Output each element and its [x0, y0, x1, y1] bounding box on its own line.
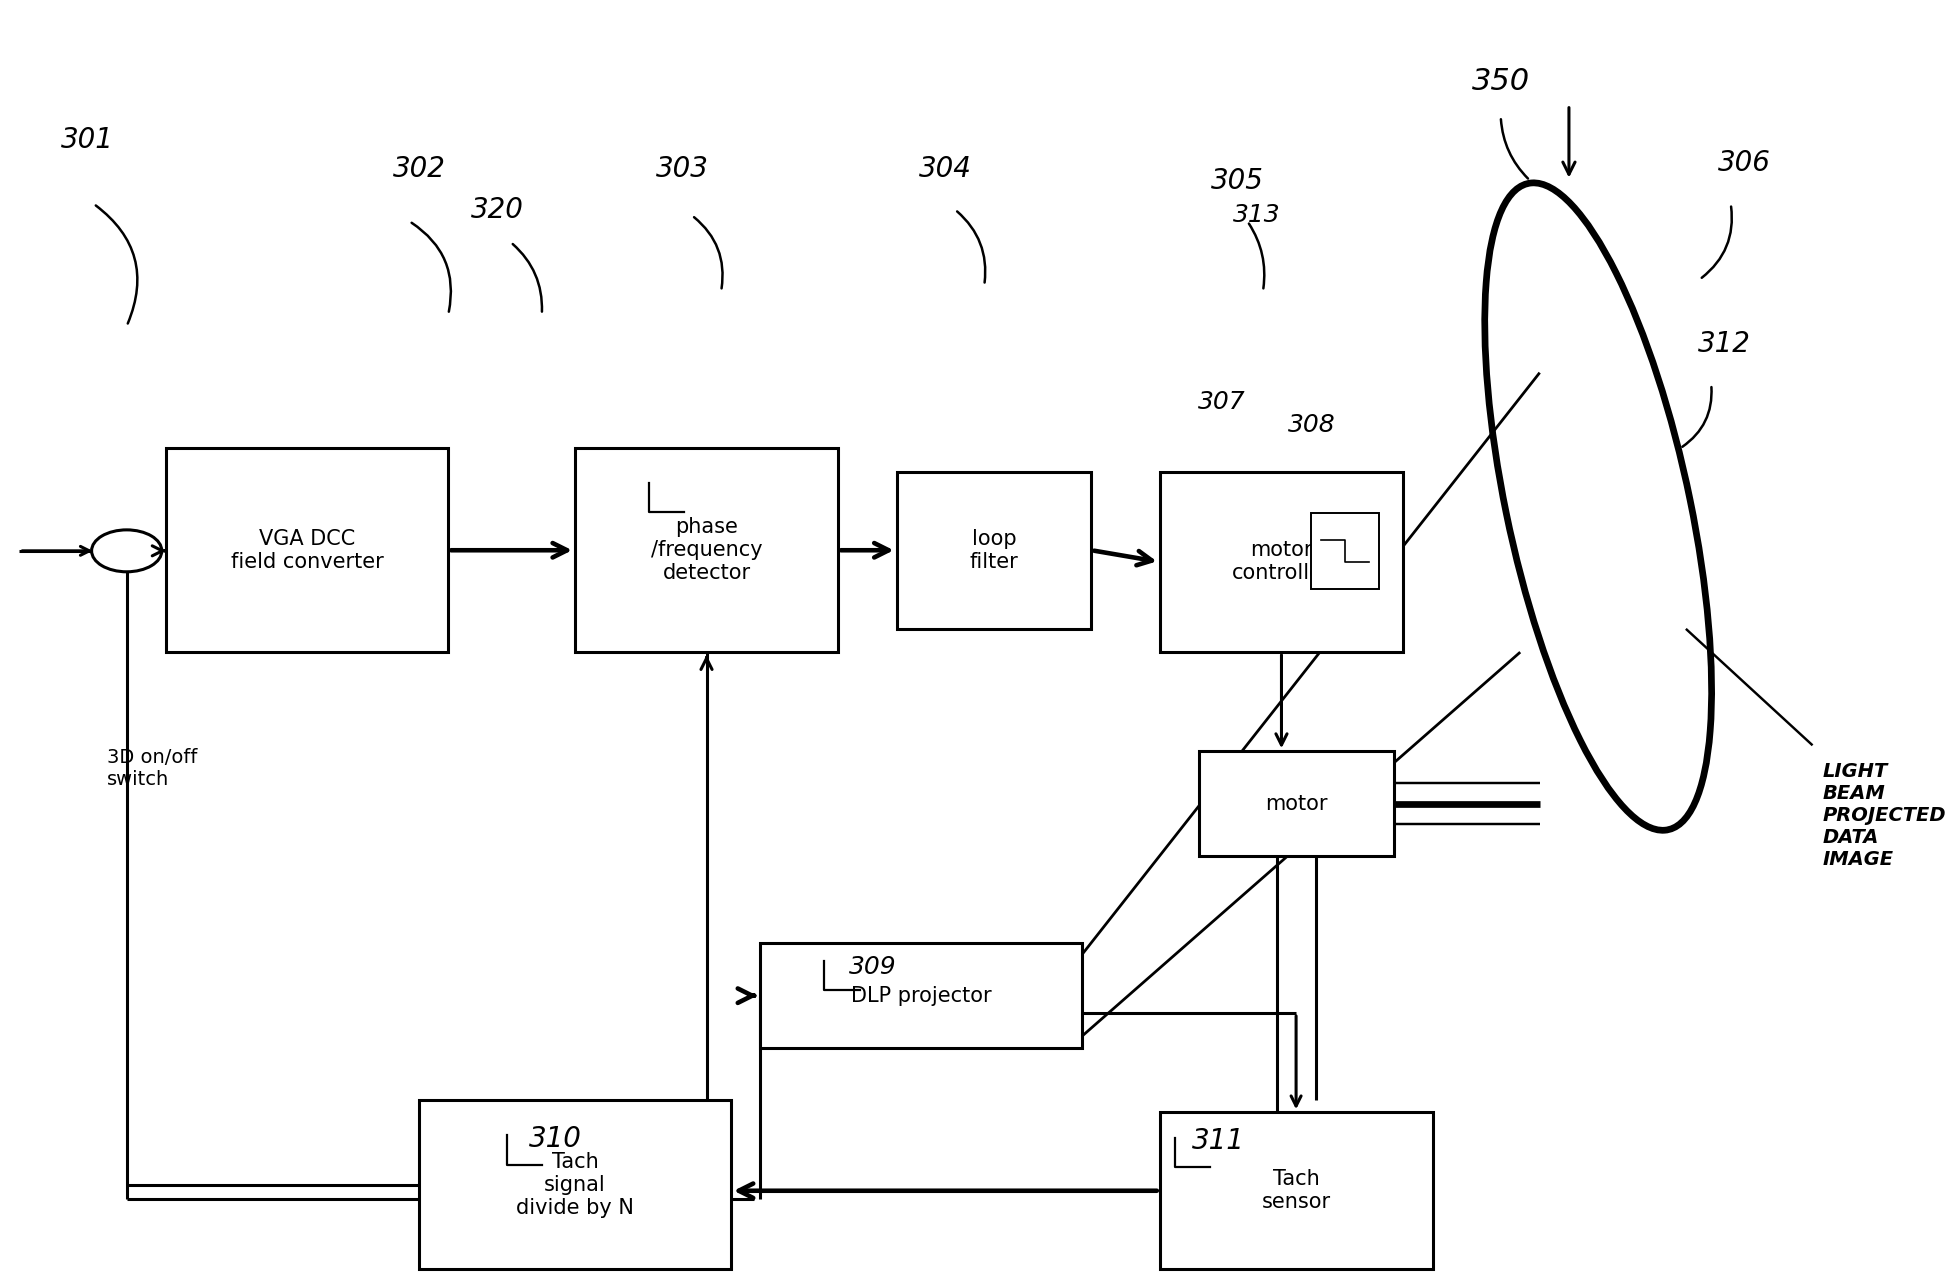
- FancyBboxPatch shape: [760, 943, 1081, 1048]
- Text: 306: 306: [1716, 149, 1771, 177]
- Text: 303: 303: [655, 155, 709, 183]
- Text: LIGHT
BEAM
PROJECTED
DATA
IMAGE: LIGHT BEAM PROJECTED DATA IMAGE: [1821, 762, 1944, 869]
- FancyBboxPatch shape: [1159, 1112, 1432, 1269]
- Text: 307: 307: [1198, 389, 1245, 414]
- Text: 305: 305: [1210, 167, 1264, 195]
- Text: 304: 304: [918, 155, 972, 183]
- Text: motor: motor: [1264, 793, 1327, 813]
- FancyBboxPatch shape: [1159, 471, 1403, 652]
- FancyBboxPatch shape: [166, 448, 448, 652]
- Text: 308: 308: [1288, 412, 1334, 437]
- Text: 310: 310: [528, 1125, 582, 1153]
- FancyBboxPatch shape: [896, 471, 1091, 629]
- Text: 312: 312: [1697, 329, 1751, 357]
- Text: 313: 313: [1233, 204, 1280, 228]
- FancyBboxPatch shape: [419, 1100, 730, 1269]
- Text: loop
filter: loop filter: [968, 529, 1019, 571]
- Text: 350: 350: [1471, 67, 1529, 96]
- Text: motor
controller: motor controller: [1231, 541, 1330, 583]
- FancyBboxPatch shape: [1198, 751, 1393, 856]
- Text: Tach
sensor: Tach sensor: [1260, 1170, 1330, 1212]
- Text: VGA DCC
field converter: VGA DCC field converter: [230, 529, 384, 571]
- Text: 301: 301: [60, 126, 115, 154]
- Text: 320: 320: [469, 196, 524, 224]
- FancyBboxPatch shape: [575, 448, 838, 652]
- Text: DLP projector: DLP projector: [849, 985, 992, 1006]
- Text: Tach
signal
divide by N: Tach signal divide by N: [516, 1152, 633, 1218]
- Text: 309: 309: [849, 954, 896, 979]
- Text: 311: 311: [1190, 1127, 1245, 1155]
- Text: 302: 302: [392, 155, 446, 183]
- Text: 3D on/off
switch: 3D on/off switch: [107, 748, 197, 789]
- FancyBboxPatch shape: [1309, 514, 1379, 589]
- Text: phase
/frequency
detector: phase /frequency detector: [651, 518, 762, 583]
